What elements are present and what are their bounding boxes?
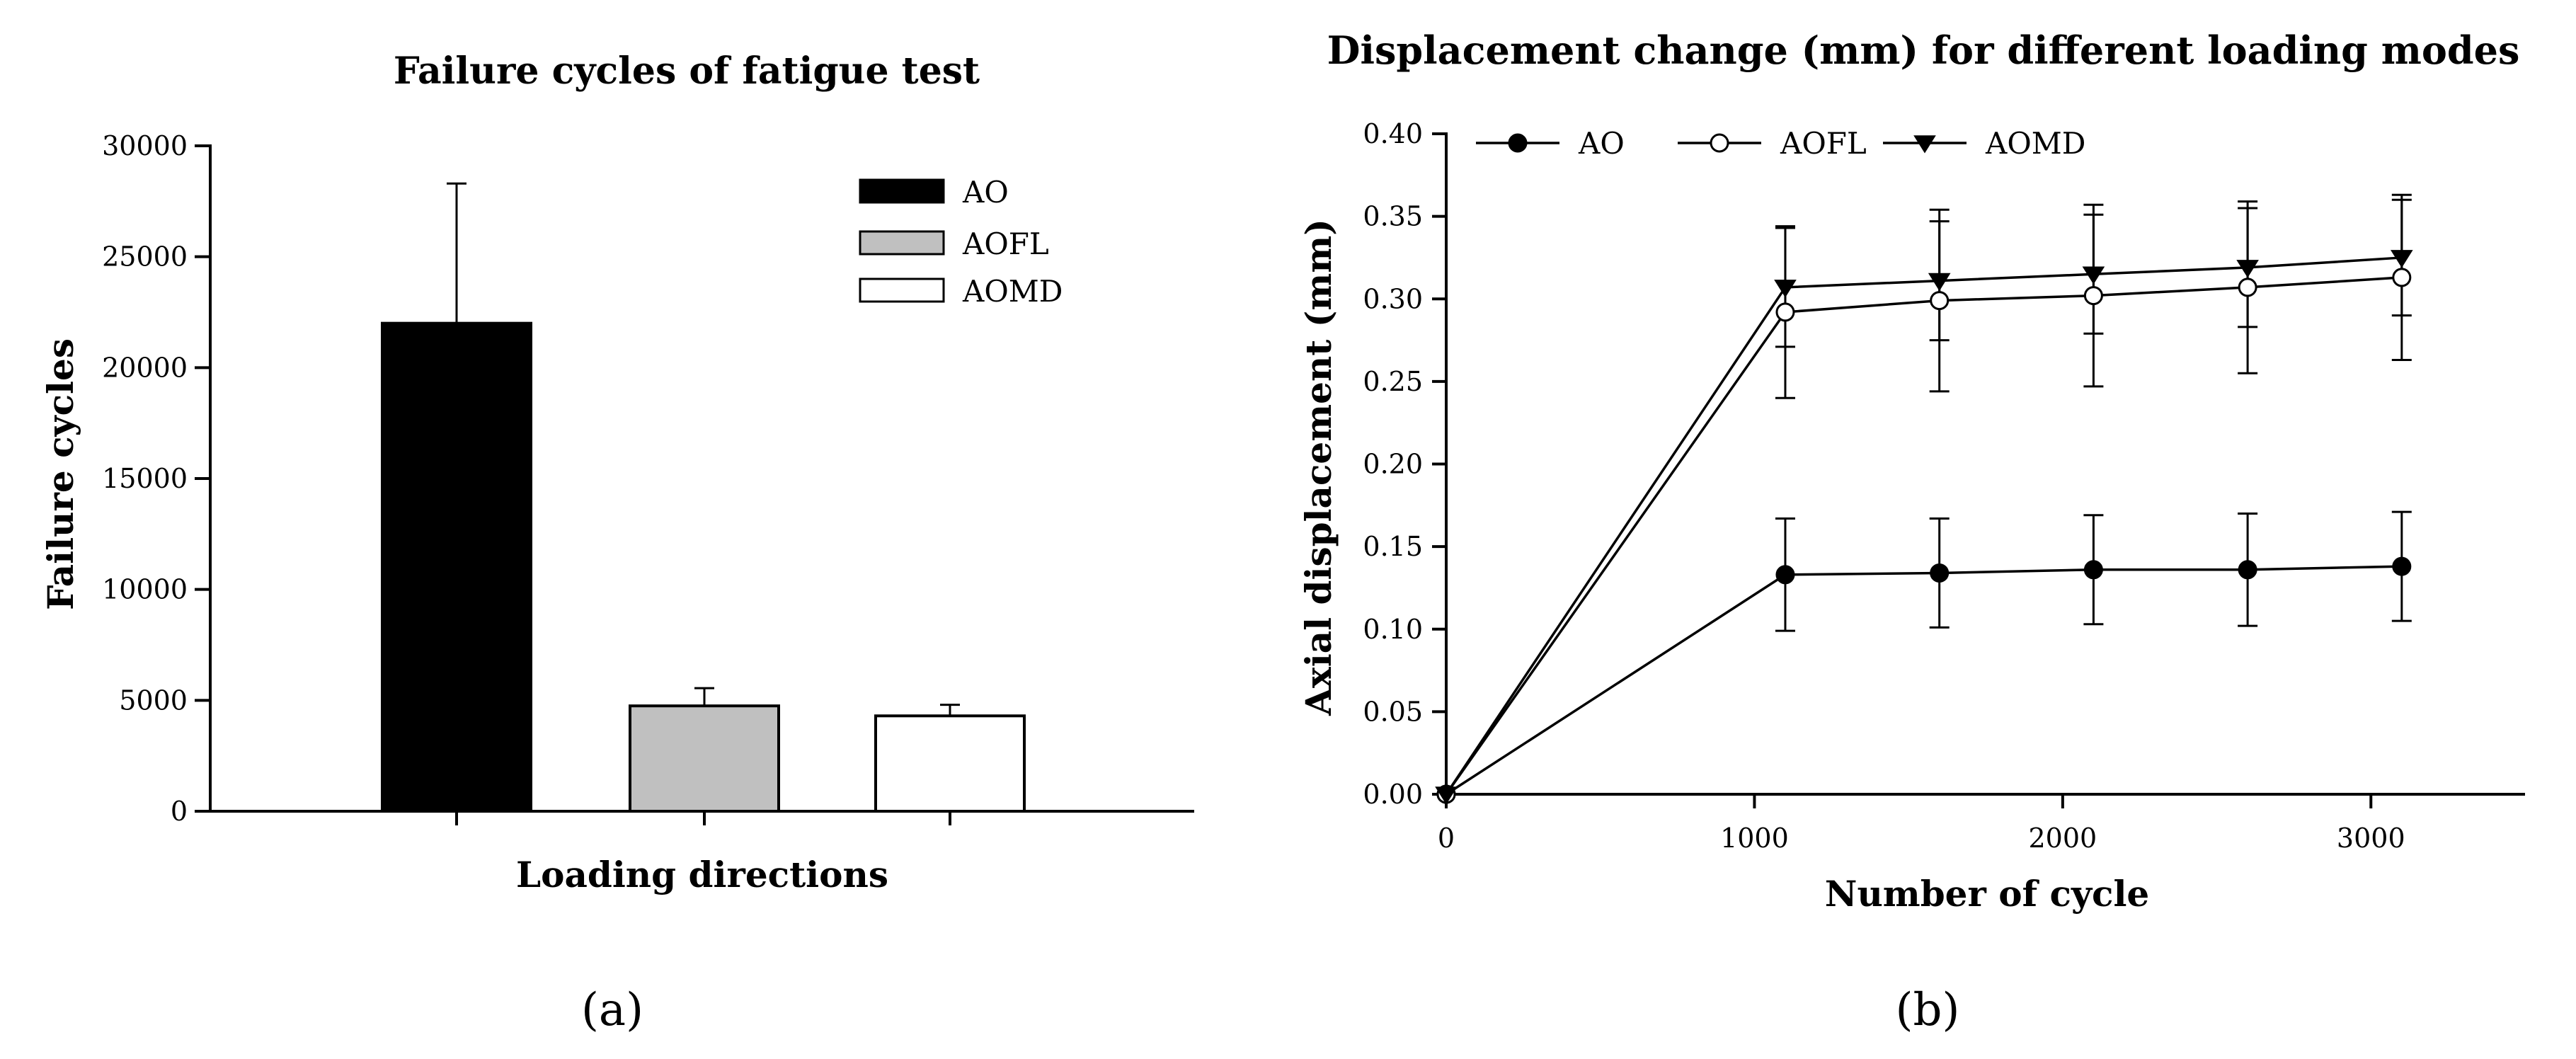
series-line-ao (1446, 565, 2402, 796)
legend-marker-aomd (1913, 135, 1936, 154)
bar-aomd (874, 714, 1026, 813)
bar-y-tick-label: 5000 (119, 685, 188, 716)
point-ao (2238, 560, 2257, 580)
bar-aofl (629, 704, 780, 813)
point-aomd (1774, 280, 1797, 298)
legend-label-ao: AO (1578, 126, 1625, 161)
point-ao (2392, 556, 2412, 576)
line-chart-y-axis-label: Axial displacement (mm) (1298, 219, 1339, 716)
panel-label-b: (b) (1896, 984, 1960, 1036)
line-chart-title: Displacement change (mm) for different l… (1327, 28, 2520, 73)
bar-y-tick-label: 15000 (102, 463, 188, 494)
bar-chart-panel: Failure cycles of fatigue test Failure c… (40, 50, 1194, 1036)
legend-swatch-aomd (859, 277, 945, 303)
bar-y-tick-label: 10000 (102, 574, 188, 605)
legend-label-aomd: AOMD (962, 274, 1063, 309)
panel-label-a: (a) (581, 984, 643, 1036)
point-aofl (2392, 268, 2412, 287)
point-aomd (2236, 260, 2259, 278)
line-y-tick-label: 0.15 (1363, 531, 1423, 562)
bar-y-tick-label: 30000 (102, 130, 188, 161)
point-aofl (1930, 291, 1950, 311)
point-aofl (2238, 277, 2257, 297)
bar-ao (381, 321, 532, 813)
point-aomd (1928, 273, 1951, 292)
legend-swatch-ao (859, 178, 945, 204)
bar-y-tick-label: 20000 (102, 352, 188, 383)
legend-swatch-aofl (859, 230, 945, 256)
legend-marker-ao (1508, 133, 1528, 153)
line-x-tick-label: 0 (1438, 823, 1455, 854)
bar-y-tick-label: 25000 (102, 241, 188, 273)
line-chart-x-axis-label: Number of cycle (1825, 873, 2150, 915)
legend-label-aomd: AOMD (1985, 126, 2085, 161)
legend-label-aofl: AOFL (962, 227, 1049, 261)
series-line-aomd (1445, 256, 2402, 795)
line-x-tick-label: 1000 (1720, 823, 1789, 854)
line-y-tick-label: 0.10 (1363, 614, 1423, 645)
point-aomd (1435, 786, 1458, 805)
point-aomd (2391, 250, 2413, 268)
legend-label-ao: AO (962, 175, 1009, 210)
legend-label-aofl: AOFL (1780, 126, 1867, 161)
point-ao (1930, 563, 1950, 583)
point-aofl (2083, 286, 2103, 306)
bar-chart-x-axis-label: Loading directions (516, 854, 888, 895)
line-x-tick-label: 2000 (2028, 823, 2097, 854)
line-y-tick-label: 0.05 (1363, 696, 1423, 727)
bar-chart-y-axis-label: Failure cycles (40, 338, 81, 610)
line-y-tick-label: 0.35 (1363, 201, 1423, 232)
line-y-tick-label: 0.25 (1363, 366, 1423, 397)
line-y-tick-label: 0.30 (1363, 283, 1423, 314)
line-y-tick-label: 0.40 (1363, 118, 1423, 149)
point-aomd (2082, 266, 2105, 285)
point-ao (1775, 565, 1795, 585)
point-ao (2083, 560, 2103, 580)
series-line-aofl (1445, 276, 2402, 796)
legend-marker-aofl (1710, 133, 1729, 153)
line-y-tick-label: 0.00 (1363, 779, 1423, 810)
point-aofl (1775, 302, 1795, 322)
line-y-tick-label: 0.20 (1363, 449, 1423, 480)
line-x-tick-label: 3000 (2337, 823, 2405, 854)
line-chart-panel: Displacement change (mm) for different l… (1298, 28, 2525, 1036)
bar-chart-title: Failure cycles of fatigue test (394, 50, 980, 93)
bar-y-tick-label: 0 (171, 796, 188, 827)
